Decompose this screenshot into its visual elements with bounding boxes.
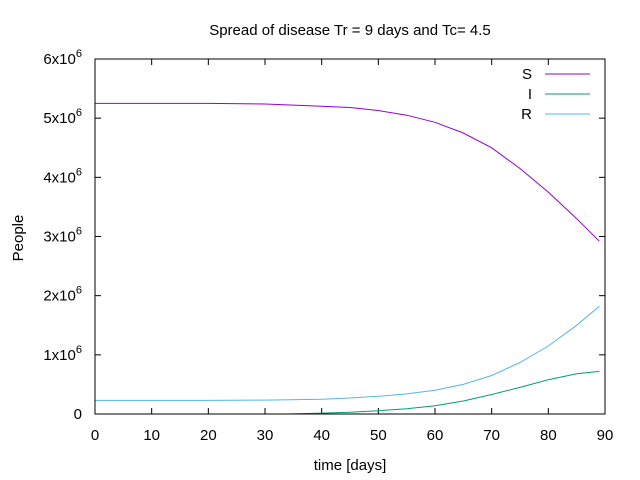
y-tick-label: 0	[74, 406, 82, 423]
x-tick-label: 30	[257, 427, 274, 444]
y-tick-label: 5x106	[43, 107, 82, 127]
x-tick-label: 90	[597, 427, 614, 444]
x-tick-label: 70	[483, 427, 500, 444]
y-tick-label: 6x106	[43, 48, 82, 68]
plot-frame	[94, 58, 606, 415]
x-axis-label: time [days]	[314, 457, 387, 474]
x-tick-label: 20	[200, 427, 217, 444]
series-line-r	[95, 305, 600, 401]
legend-label-r: R	[521, 106, 532, 123]
y-tick-label: 4x106	[43, 166, 82, 186]
y-tick-label: 1x106	[43, 344, 82, 364]
x-tick-label: 0	[91, 427, 99, 444]
x-tick-label: 40	[313, 427, 330, 444]
x-tick-label: 50	[370, 427, 387, 444]
series-group	[95, 102, 600, 415]
x-tick-label: 10	[143, 427, 160, 444]
series-line-s	[95, 102, 600, 242]
legend-label-i: I	[528, 86, 532, 103]
y-tick-label: 2x106	[43, 285, 82, 305]
x-tick-label: 60	[427, 427, 444, 444]
y-tick-label: 3x106	[43, 226, 82, 246]
series-line-i	[287, 370, 600, 415]
chart-title: Spread of disease Tr = 9 days and Tc= 4.…	[209, 22, 491, 39]
legend: SIR	[521, 66, 590, 123]
x-tick-label: 80	[540, 427, 557, 444]
y-axis-label: People	[10, 215, 27, 262]
axis-ticks: 0 10 20 30 40 50 60 70 80 90 0 1x106 2x106 3x106 4x106…	[43, 48, 613, 444]
legend-label-s: S	[522, 66, 532, 83]
